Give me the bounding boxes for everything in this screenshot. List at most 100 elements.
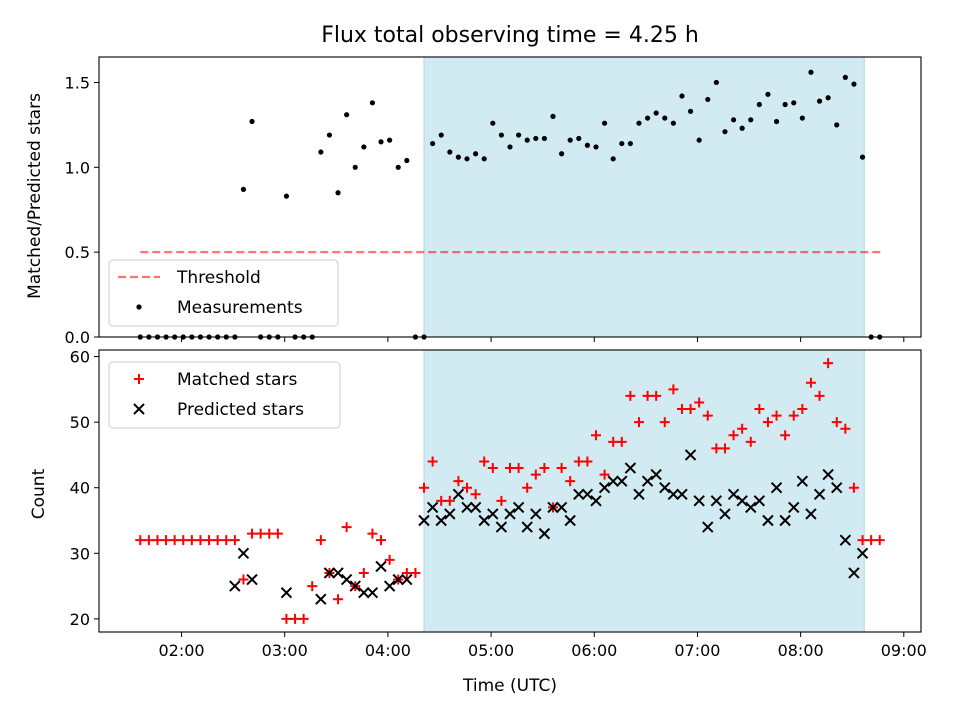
legend: Threshold Measurements (108, 259, 339, 327)
predicted-star-point (478, 514, 490, 527)
predicted-star-point (401, 573, 413, 586)
x-tick-label: 05:00 (468, 641, 514, 660)
measurement-point (455, 154, 462, 160)
matched-star-point (659, 417, 670, 428)
matched-star-point (565, 476, 576, 487)
predicted-star-point (418, 514, 430, 527)
measurement-point (361, 144, 367, 150)
ratio-panel-ylabel: Matched/Predicted stars (25, 93, 45, 299)
predicted-star-point (280, 586, 293, 599)
predicted-star-point (323, 567, 336, 579)
matched-star-point (238, 574, 249, 585)
predicted-star-point (340, 573, 353, 586)
measurement-point (464, 156, 470, 162)
predicted-star-point (246, 573, 258, 586)
y-tick-label: 0.5 (65, 243, 90, 262)
measurement-point (344, 112, 350, 118)
measurement-point (825, 95, 831, 101)
measurement-point (722, 129, 728, 135)
matched-star-point (719, 443, 730, 454)
matched-star-point (573, 456, 584, 467)
matched-star-point (436, 495, 447, 506)
matched-star-point (702, 410, 713, 421)
measurement-point (765, 91, 771, 97)
measurement-point (816, 98, 823, 104)
matched-star-point (642, 390, 653, 401)
measurement-point (318, 149, 324, 155)
matched-star-point (315, 535, 326, 546)
measurement-point (705, 96, 711, 103)
matched-star-point (711, 443, 722, 454)
measurement-point (352, 164, 358, 170)
matched-star-point (298, 613, 309, 624)
predicted-star-point (426, 501, 439, 514)
matched-star-point (625, 390, 636, 401)
predicted-star-point (358, 586, 370, 599)
matched-star-point (229, 535, 240, 546)
matched-star-point (462, 482, 473, 493)
x-tick-label: 06:00 (571, 641, 617, 660)
measurement-point (584, 142, 590, 148)
measurement-point (369, 100, 376, 106)
matched-star-point (848, 482, 859, 493)
matched-star-point (255, 528, 266, 539)
matched-star-point (556, 463, 567, 474)
measurement-point (249, 118, 255, 125)
predicted-star-point (779, 514, 791, 527)
predicted-star-point (616, 475, 628, 487)
matched-star-point (186, 535, 197, 546)
measurement-point (851, 81, 857, 87)
matched-star-point (479, 456, 490, 467)
observing-window-shade (423, 56, 865, 338)
predicted-star-point (495, 521, 508, 533)
measurement-point (662, 115, 668, 121)
x-tick-label: 04:00 (365, 641, 411, 660)
measurement-point (791, 100, 797, 106)
matched-star-point (161, 535, 172, 546)
legend-matched-swatch (134, 374, 144, 384)
predicted-star-point (770, 482, 783, 494)
y-tick-label: 30 (70, 544, 90, 563)
measurement-point (782, 101, 788, 108)
matched-star-point (221, 535, 232, 546)
matched-star-point (831, 417, 842, 428)
matched-star-point (410, 567, 421, 578)
predicted-star-point (573, 488, 585, 500)
predicted-star-point (641, 475, 654, 487)
measurement-point (447, 149, 453, 155)
predicted-star-point (796, 475, 809, 487)
ratio-panel: 0.0 0.5 1.0 1.5 Threshold Measurements (65, 56, 922, 347)
measurement-point (627, 140, 633, 147)
legend-box (108, 259, 339, 327)
matched-star-point (651, 390, 662, 401)
measurement-point (696, 137, 702, 143)
predicted-star-point (366, 586, 379, 599)
predicted-star-point (831, 482, 843, 494)
matched-star-point (290, 613, 301, 624)
legend-matched-label: Matched stars (177, 370, 297, 390)
x-tick-label: 02:00 (158, 641, 204, 660)
measurement-point (507, 144, 513, 150)
measurement-point (473, 151, 479, 157)
legend: Matched stars Predicted stars (108, 361, 341, 429)
measurement-point (739, 125, 745, 131)
matched-star-point (247, 528, 258, 539)
matched-star-point (487, 463, 498, 474)
matched-star-point (874, 535, 885, 546)
x-tick-label: 09:00 (881, 641, 927, 660)
predicted-star-point (590, 495, 602, 507)
measurement-point (283, 193, 290, 199)
predicted-star-point (444, 508, 456, 520)
measurement-point (636, 120, 642, 126)
measurement-point (576, 135, 582, 142)
predicted-star-point (684, 449, 697, 461)
predicted-star-point (607, 475, 619, 487)
predicted-star-point (229, 580, 241, 592)
matched-star-point (823, 358, 834, 369)
measurement-point (240, 186, 247, 192)
measurement-point (567, 137, 573, 143)
predicted-star-point (538, 527, 551, 540)
x-tick-label: 07:00 (674, 641, 720, 660)
matched-star-point (676, 404, 687, 415)
predicted-star-point (435, 514, 447, 527)
